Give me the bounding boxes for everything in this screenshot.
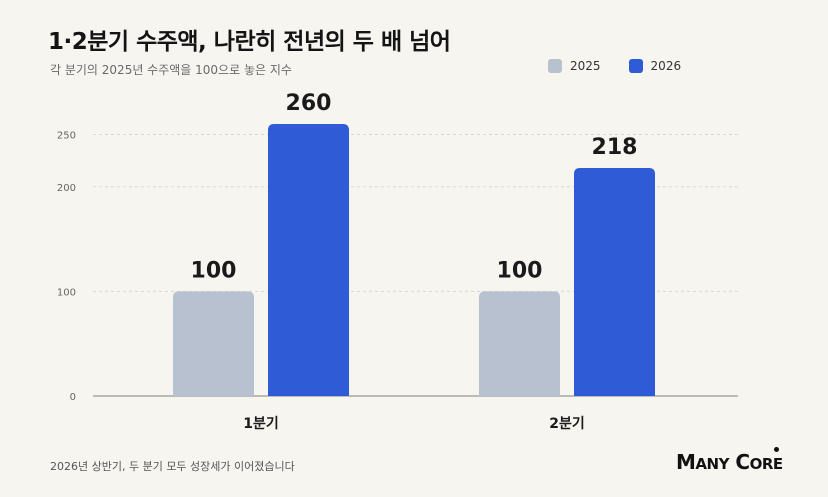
bar-2026-2분기 xyxy=(574,167,655,396)
chart-subtitle: 각 분기의 2025년 수주액을 100으로 놓은 지수 xyxy=(50,63,292,77)
y-tick-label: 250 xyxy=(57,131,76,142)
legend-swatch-2026 xyxy=(628,59,643,73)
footnote: 2026년 상반기, 두 분기 모두 성장세가 이어졌습니다 xyxy=(50,460,295,473)
legend: 2025 2026 xyxy=(548,59,709,73)
x-category-label: 2분기 xyxy=(549,416,585,432)
logo-dot xyxy=(774,447,779,452)
bar-2025-1분기 xyxy=(173,291,254,396)
legend-item-2026: 2026 xyxy=(628,59,682,73)
y-tick-label: 200 xyxy=(57,183,76,194)
y-tick-label: 100 xyxy=(57,287,76,298)
brand-logo: MANY CORE xyxy=(676,450,783,474)
legend-label-2026: 2026 xyxy=(650,59,682,73)
bar-2026-1분기 xyxy=(268,124,349,396)
legend-label-2025: 2025 xyxy=(570,59,601,73)
legend-item-2025: 2025 xyxy=(548,59,601,73)
legend-swatch-2025 xyxy=(548,59,562,73)
x-category-label: 1분기 xyxy=(243,416,279,432)
data-label: 100 xyxy=(497,258,543,283)
data-label: 218 xyxy=(592,135,638,160)
chart-title: 1·2분기 수주액, 나란히 전년의 두 배 넘어 xyxy=(48,29,451,55)
y-tick-label: 0 xyxy=(70,392,76,403)
bar-2025-2분기 xyxy=(479,291,560,396)
data-label: 100 xyxy=(191,258,237,283)
data-label: 260 xyxy=(286,91,332,116)
